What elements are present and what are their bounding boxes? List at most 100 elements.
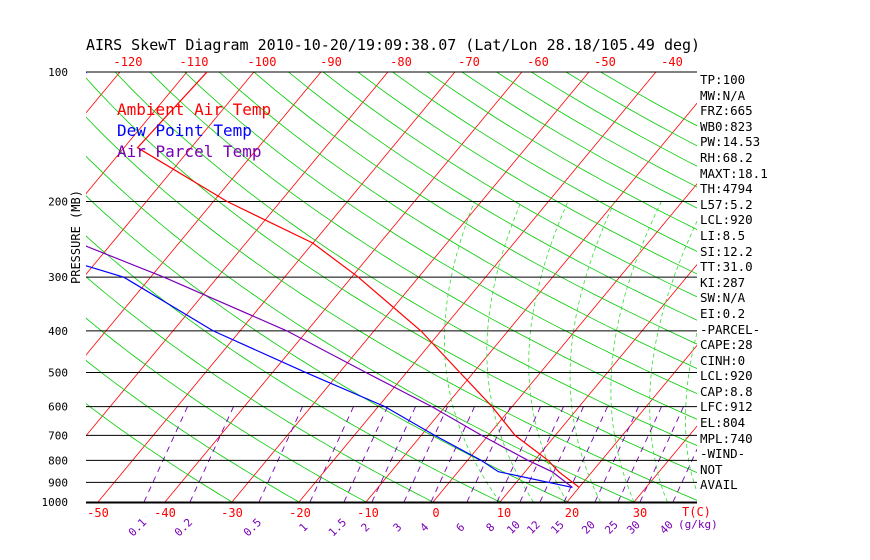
legend-item-dewpoint: Dew Point Temp xyxy=(117,121,252,140)
mixing-ratio-line xyxy=(519,406,564,503)
index-row: NOT xyxy=(700,461,723,477)
dry-adiabat-line xyxy=(287,72,697,321)
mixing-ratio-label: 0.5 xyxy=(241,516,264,539)
dry-adiabat-line xyxy=(114,72,697,447)
isotherm-line xyxy=(86,72,188,195)
pressure-tick-label: 200 xyxy=(48,195,68,208)
mixing-ratio-line xyxy=(189,406,234,503)
index-row: SW:N/A xyxy=(700,290,746,306)
top-temp-tick-label: -50 xyxy=(594,55,616,69)
index-row: TP:100 xyxy=(700,72,746,87)
bottom-temp-tick-label: -50 xyxy=(87,506,109,520)
dry-adiabat-line xyxy=(86,77,697,473)
pressure-tick-label: 500 xyxy=(48,367,68,380)
moist-adiabat-line xyxy=(685,331,697,494)
mixing-ratio-label: 10 xyxy=(504,518,523,537)
mixing-ratio-label: 20 xyxy=(579,518,598,537)
dry-adiabat-line xyxy=(86,317,369,503)
chart-title: AIRS SkewT Diagram 2010-10-20/19:09:38.0… xyxy=(86,36,701,54)
isotherm-line xyxy=(0,62,61,511)
bottom-temp-tick-label: -20 xyxy=(289,506,311,520)
index-row: KI:287 xyxy=(700,274,746,290)
index-row: LCL:920 xyxy=(700,368,753,384)
index-row: -PARCEL- xyxy=(700,321,761,337)
index-row: MW:N/A xyxy=(700,87,746,103)
isotherm-line xyxy=(632,425,697,503)
index-row: -WIND- xyxy=(700,446,746,462)
pressure-tick-label: 700 xyxy=(48,429,68,442)
pressure-tick-label: 600 xyxy=(48,401,68,414)
top-temp-tick-label: -110 xyxy=(180,55,209,69)
profile-series xyxy=(86,72,580,488)
dry-adiabat-line xyxy=(86,360,302,503)
pressure-tick-label: 300 xyxy=(48,271,68,284)
top-temp-tick-label: -100 xyxy=(248,55,277,69)
isotherm-line xyxy=(86,72,322,356)
mixing-ratio-label: 1.5 xyxy=(326,516,349,539)
moist-adiabat-line xyxy=(528,201,569,503)
isotherm-line xyxy=(431,183,697,503)
dry-adiabat-line xyxy=(218,72,697,370)
index-row: MAXT:18.1 xyxy=(700,165,768,181)
y-axis-label: PRESSURE (MB) xyxy=(69,190,83,284)
index-row: LFC:912 xyxy=(700,399,753,415)
mixing-ratio-line xyxy=(343,406,388,503)
pressure-tick-label: 900 xyxy=(48,476,68,489)
index-row: EL:804 xyxy=(700,415,746,431)
dry-adiabat-line xyxy=(86,235,503,503)
bottom-temp-tick-label: 30 xyxy=(633,506,647,520)
dry-adiabat-line xyxy=(357,72,697,275)
series-line-ambient-air-temp xyxy=(136,72,580,488)
bottom-temp-tick-label: 0 xyxy=(432,506,439,520)
dry-adiabat-line xyxy=(86,155,638,503)
pressure-tick-label: 400 xyxy=(48,325,68,338)
bottom-temp-tick-label: 10 xyxy=(497,506,511,520)
moist-adiabat-line xyxy=(486,201,534,503)
background-grid xyxy=(0,62,697,511)
index-row: FRZ:665 xyxy=(700,103,753,119)
isotherm-line xyxy=(86,72,389,437)
dry-adiabat-line xyxy=(322,72,697,298)
index-row: MPL:740 xyxy=(700,430,753,446)
moist-adiabat-line xyxy=(610,201,662,503)
legend-item-parcel: Air Parcel Temp xyxy=(117,142,262,161)
mixing-ratio-label: 15 xyxy=(548,518,567,537)
top-temp-tick-label: -120 xyxy=(114,55,143,69)
top-temp-tick-label: -90 xyxy=(320,55,342,69)
bottom-temp-tick-label: -10 xyxy=(357,506,379,520)
legend-item-ambient: Ambient Air Temp xyxy=(117,100,272,119)
moist-adiabat-line xyxy=(443,201,501,503)
mixing-ratio-label: 8 xyxy=(484,521,498,535)
index-row: L57:5.2 xyxy=(700,196,753,212)
isotherm-line xyxy=(364,102,697,503)
index-row: LI:8.5 xyxy=(700,227,746,243)
series-line-air-parcel-temp xyxy=(86,245,573,488)
isotherm-line xyxy=(96,72,456,503)
top-temp-tick-label: -40 xyxy=(661,55,683,69)
index-row: EI:0.2 xyxy=(700,305,746,321)
mixing-ratio-label: 6 xyxy=(454,521,468,535)
temp-axis-label: T(C) xyxy=(682,505,711,519)
index-row: PW:14.53 xyxy=(700,134,761,150)
index-row: CAP:8.8 xyxy=(700,383,753,399)
top-temp-tick-label: -70 xyxy=(458,55,480,69)
bottom-temp-tick-label: -30 xyxy=(221,506,243,520)
dry-adiabat-line xyxy=(149,72,697,420)
mixing-ratio-label: 0.1 xyxy=(126,516,149,539)
series-line-dew-point-temp xyxy=(86,72,573,488)
top-temp-tick-label: -60 xyxy=(527,55,549,69)
dry-adiabat-line xyxy=(391,72,697,252)
mixing-ratio-line xyxy=(539,406,584,503)
index-row: CAPE:28 xyxy=(700,337,753,353)
index-row: TT:31.0 xyxy=(700,259,753,275)
dry-adiabat-line xyxy=(86,195,571,503)
bottom-temp-tick-label: -40 xyxy=(154,506,176,520)
pressure-tick-label: 800 xyxy=(48,454,68,467)
dry-adiabat-line xyxy=(86,403,235,503)
isotherm-line xyxy=(86,72,255,275)
mixing-ratio-label: 1 xyxy=(297,521,311,535)
mixing-ratio-label: 25 xyxy=(602,518,621,537)
pressure-tick-label: 1000 xyxy=(42,496,69,509)
dry-adiabat-line xyxy=(253,72,697,345)
